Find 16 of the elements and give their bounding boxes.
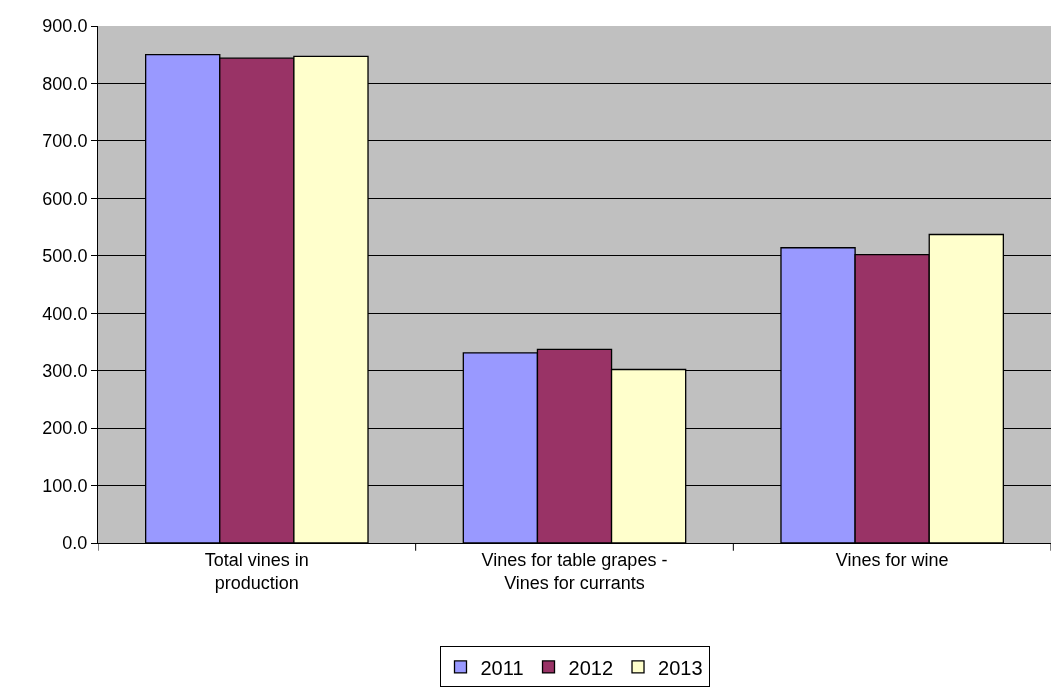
legend-label: 2012 <box>568 656 614 679</box>
y-tick-label: 0.0 <box>62 533 88 554</box>
y-tick-label: 100.0 <box>42 475 88 496</box>
legend-label: 2013 <box>658 656 703 679</box>
x-tick-label: Vines for table grapes - Vines for currants <box>481 549 668 593</box>
y-tick-label: 700.0 <box>42 131 88 152</box>
y-tick-label: 600.0 <box>42 188 88 209</box>
x-tick-label: Total vines in production <box>204 549 309 593</box>
y-tick-label: 800.0 <box>42 73 88 94</box>
x-tick-label: Vines for wine <box>835 549 949 570</box>
y-tick-label: 200.0 <box>42 418 88 439</box>
y-tick-label: 500.0 <box>42 246 88 267</box>
legend-label: 2011 <box>480 656 524 679</box>
y-tick-label: 300.0 <box>42 360 88 381</box>
y-tick-label: 400.0 <box>42 303 88 324</box>
y-tick-label: 900.0 <box>42 16 88 37</box>
